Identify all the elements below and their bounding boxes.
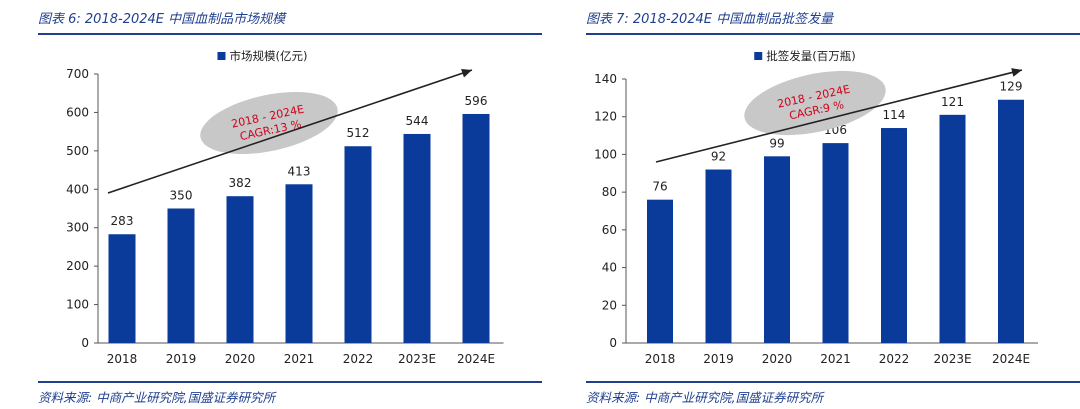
y-tick-label: 300 [66, 221, 89, 235]
bar [167, 208, 195, 343]
y-tick-label: 40 [602, 261, 617, 275]
bar [344, 146, 372, 343]
source-note: 资料来源: 中商产业研究院,国盛证券研究所 [586, 390, 824, 405]
y-tick-label: 400 [66, 182, 89, 196]
bar [285, 184, 313, 343]
bar [998, 99, 1024, 343]
chart-panel-right: 图表 7: 2018-2024E 中国血制品批签发量 0 20 40 60 80 100 1… [562, 0, 1080, 409]
data-label: 512 [347, 126, 370, 140]
x-tick-label: 2021 [820, 352, 851, 366]
trend-arrow-line [655, 69, 1023, 163]
x-tick-label: 2019 [703, 352, 734, 366]
data-label: 413 [288, 164, 311, 178]
data-label: 283 [111, 214, 134, 228]
trend-arrow-head [1011, 68, 1022, 77]
trend-arrow-head [461, 68, 472, 78]
x-tick-label: 2023E [398, 352, 436, 366]
x-tick-label: 2021 [284, 352, 315, 366]
bar [822, 143, 849, 343]
y-tick-label: 100 [66, 298, 89, 312]
source-rule [38, 381, 542, 383]
y-tick-label: 500 [66, 144, 89, 158]
bar [108, 234, 136, 343]
data-label: 114 [883, 108, 906, 122]
caption-rule [38, 33, 542, 35]
bar [705, 169, 732, 343]
trend-arrow-line [107, 69, 473, 194]
caption-rule [586, 33, 1080, 35]
data-label: 596 [465, 94, 488, 108]
data-label: 92 [711, 150, 726, 164]
legend-label: 批签发量(百万瓶) [766, 49, 855, 63]
x-tick-label: 2018 [645, 352, 676, 366]
market-size-bar-chart: 0 100 200 300 400 500 600 700 市场规模(亿元) 283 2018 350… [66, 49, 504, 366]
x-tick-label: 2022 [343, 352, 374, 366]
x-tick-label: 2019 [166, 352, 197, 366]
x-tick-label: 2020 [762, 352, 793, 366]
bar [403, 133, 431, 343]
y-tick-label: 100 [594, 147, 617, 161]
y-tick-label: 60 [602, 223, 617, 237]
bar [939, 114, 966, 343]
bar [226, 196, 254, 343]
y-tick-label: 700 [66, 67, 89, 81]
y-tick-label: 140 [594, 72, 617, 86]
data-label: 350 [170, 189, 193, 203]
legend-swatch [754, 52, 763, 60]
y-tick-label: 0 [609, 336, 617, 350]
legend-swatch [217, 52, 226, 60]
data-label: 129 [1000, 80, 1023, 94]
x-tick-label: 2024E [457, 352, 495, 366]
batch-release-bar-chart: 0 20 40 60 80 100 120 140 批签发量(百万瓶) 76 2018 92 2019 9… [594, 49, 1038, 366]
legend-label: 市场规模(亿元) [230, 49, 308, 63]
bar [647, 199, 673, 343]
y-tick-label: 20 [602, 298, 617, 312]
bar [462, 113, 490, 343]
data-label: 99 [769, 136, 784, 150]
data-label: 544 [406, 114, 429, 128]
data-label: 121 [941, 95, 964, 109]
chart-panel-left: 图表 6: 2018-2024E 中国血制品市场规模 0 100 200 300 400… [14, 0, 542, 409]
bar [881, 128, 907, 343]
y-tick-label: 0 [81, 336, 89, 350]
chart-caption: 图表 7: 2018-2024E 中国血制品批签发量 [586, 12, 834, 27]
chart-caption: 图表 6: 2018-2024E 中国血制品市场规模 [38, 12, 286, 27]
y-tick-label: 200 [66, 259, 89, 273]
data-label: 382 [229, 176, 252, 190]
x-tick-label: 2022 [879, 352, 910, 366]
source-rule [586, 381, 1080, 383]
cagr-ellipse [200, 91, 338, 155]
data-label: 76 [652, 180, 667, 194]
y-tick-label: 120 [594, 110, 617, 124]
x-tick-label: 2023E [933, 352, 971, 366]
x-tick-label: 2024E [992, 352, 1030, 366]
y-tick-label: 600 [66, 105, 89, 119]
x-tick-label: 2018 [107, 352, 138, 366]
bar [764, 156, 790, 343]
cagr-ellipse [744, 70, 886, 136]
y-tick-label: 80 [602, 185, 617, 199]
source-note: 资料来源: 中商产业研究院,国盛证券研究所 [38, 390, 276, 405]
x-tick-label: 2020 [225, 352, 256, 366]
